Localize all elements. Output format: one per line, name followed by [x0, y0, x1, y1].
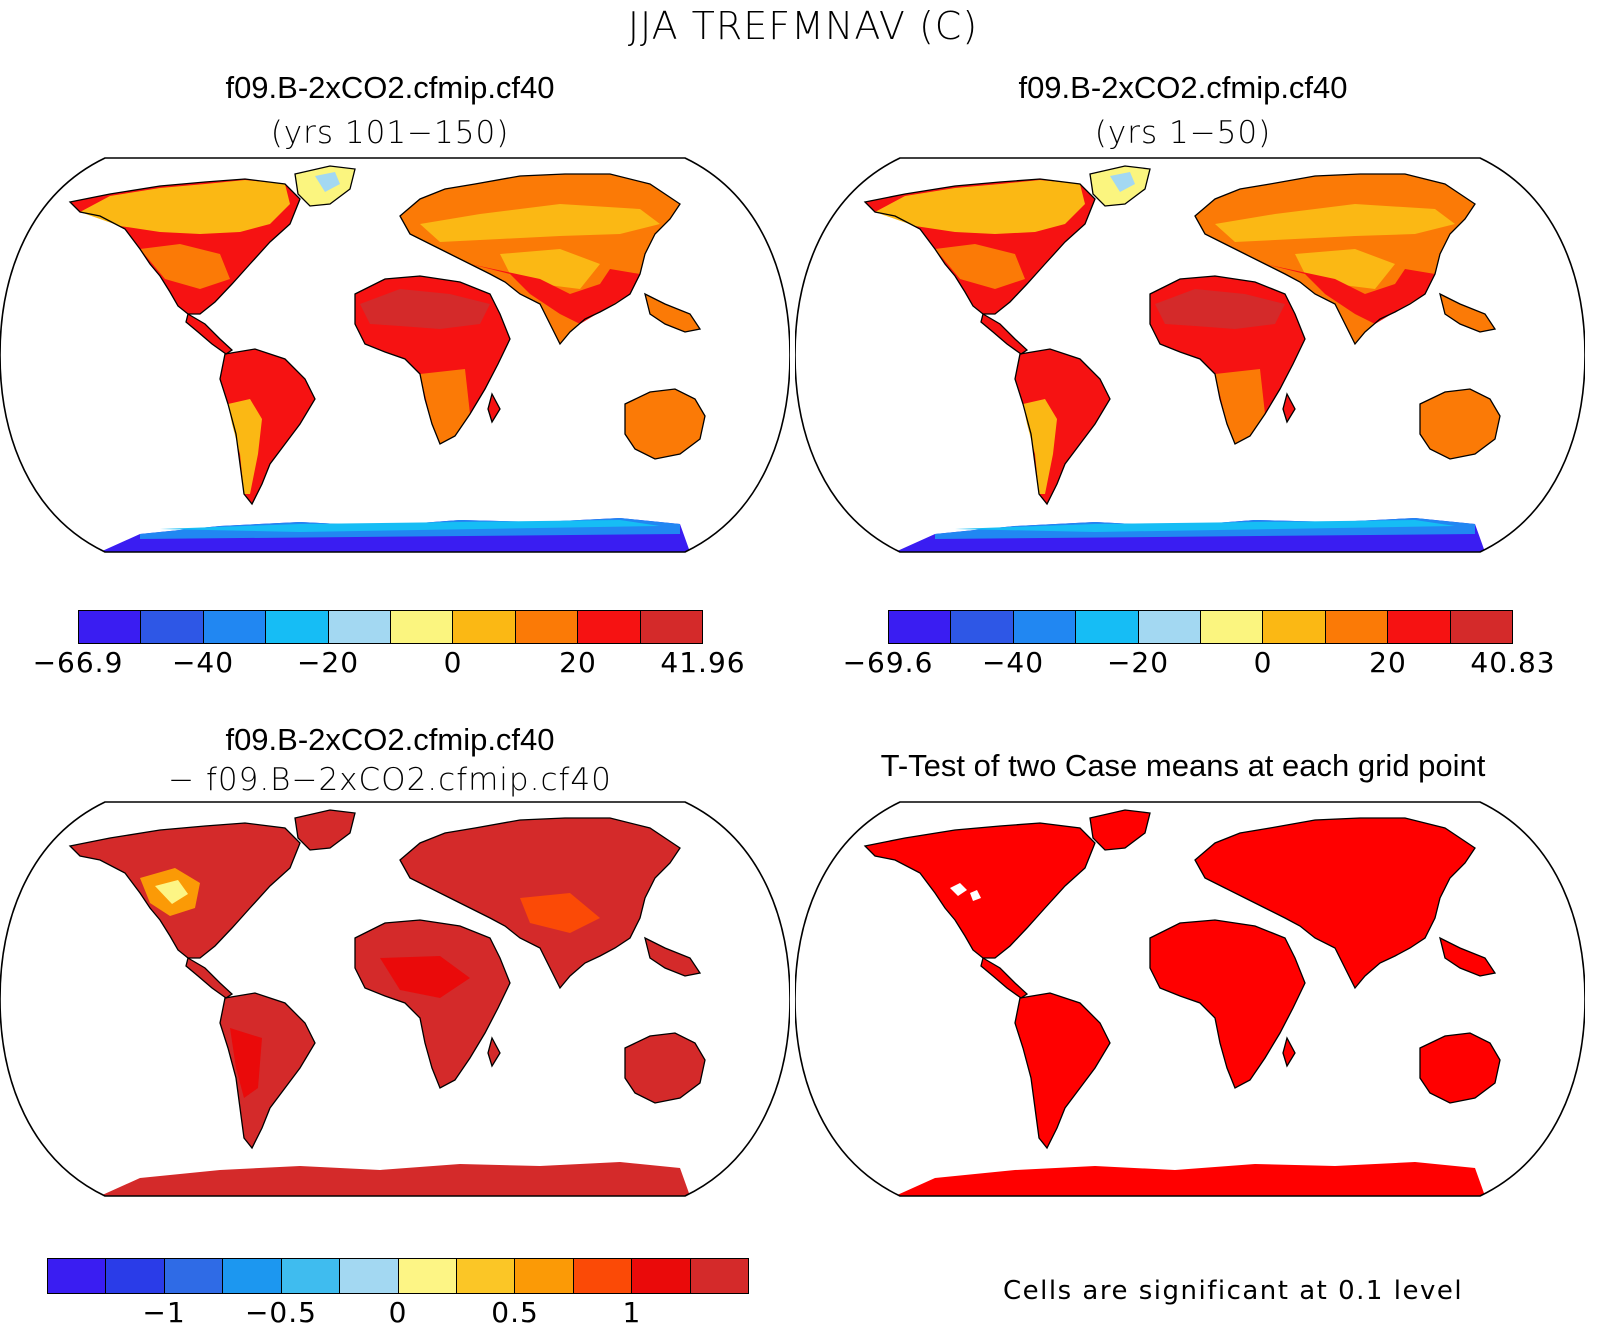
panel3-colorbar [47, 1258, 749, 1294]
colorbar-swatch [340, 1259, 399, 1293]
colorbar-swatch [1138, 611, 1202, 643]
colorbar-swatch [141, 611, 204, 643]
panel1-subtitle: (yrs 101−150) [270, 115, 510, 151]
colorbar-tick-label: −20 [1106, 646, 1170, 679]
colorbar-tick-label: −66.9 [32, 646, 124, 679]
colorbar-swatch [515, 1259, 574, 1293]
panel2-map [795, 154, 1585, 556]
colorbar-swatch [223, 1259, 282, 1293]
panel4-title: T-Test of two Case means at each grid po… [880, 748, 1486, 783]
panel2-subtitle: (yrs 1−50) [1094, 115, 1272, 151]
colorbar-swatch [632, 1259, 691, 1293]
colorbar-swatch [79, 611, 142, 643]
colorbar-tick-label: 1 [622, 1296, 642, 1329]
panel1-colorbar [78, 610, 703, 644]
colorbar-swatch [106, 1259, 165, 1293]
colorbar-swatch [456, 1259, 516, 1293]
panel3-title: f09.B-2xCO2.cfmip.cf40 [225, 722, 555, 757]
colorbar-swatch [266, 611, 329, 643]
colorbar-swatch [391, 611, 454, 643]
colorbar-tick-label: −20 [296, 646, 360, 679]
colorbar-swatch [48, 1259, 107, 1293]
figure-title: JJA TREFMNAV (C) [627, 4, 979, 48]
colorbar-swatch [1450, 611, 1513, 643]
colorbar-tick-label: −69.6 [842, 646, 934, 679]
colorbar-swatch [398, 1259, 457, 1293]
colorbar-swatch [1388, 611, 1451, 643]
colorbar-swatch [573, 1259, 633, 1293]
colorbar-tick-label: 20 [559, 646, 597, 679]
panel1-map [0, 154, 790, 556]
colorbar-tick-label: 41.96 [660, 646, 746, 679]
panel2-title: f09.B-2xCO2.cfmip.cf40 [1018, 70, 1348, 105]
colorbar-swatch [640, 611, 703, 643]
colorbar-swatch [1013, 611, 1077, 643]
colorbar-swatch [1263, 611, 1326, 643]
colorbar-tick-label: 0 [1253, 646, 1273, 679]
colorbar-swatch [578, 611, 641, 643]
colorbar-swatch [328, 611, 392, 643]
panel2-colorbar [888, 610, 1513, 644]
colorbar-swatch [203, 611, 267, 643]
colorbar-swatch [889, 611, 952, 643]
colorbar-swatch [1076, 611, 1139, 643]
colorbar-swatch [453, 611, 516, 643]
panel1-title: f09.B-2xCO2.cfmip.cf40 [225, 70, 555, 105]
colorbar-tick-label: 40.83 [1470, 646, 1556, 679]
colorbar-tick-label: 0.5 [491, 1296, 539, 1329]
colorbar-swatch [1201, 611, 1264, 643]
colorbar-tick-label: −40 [171, 646, 235, 679]
significance-note: Cells are significant at 0.1 level [1003, 1276, 1464, 1306]
panel4-map [795, 798, 1585, 1200]
panel3-subtitle: − f09.B−2xCO2.cfmip.cf40 [168, 762, 612, 798]
colorbar-swatch [951, 611, 1014, 643]
colorbar-swatch [281, 1259, 341, 1293]
colorbar-tick-label: −0.5 [244, 1296, 317, 1329]
colorbar-tick-label: 20 [1369, 646, 1407, 679]
panel3-map [0, 798, 790, 1200]
colorbar-swatch [1325, 611, 1389, 643]
colorbar-swatch [164, 1259, 224, 1293]
colorbar-tick-label: 0 [388, 1296, 408, 1329]
colorbar-tick-label: −40 [981, 646, 1045, 679]
colorbar-swatch [690, 1259, 749, 1293]
colorbar-swatch [515, 611, 579, 643]
colorbar-tick-label: −1 [142, 1296, 186, 1329]
colorbar-tick-label: 0 [443, 646, 463, 679]
